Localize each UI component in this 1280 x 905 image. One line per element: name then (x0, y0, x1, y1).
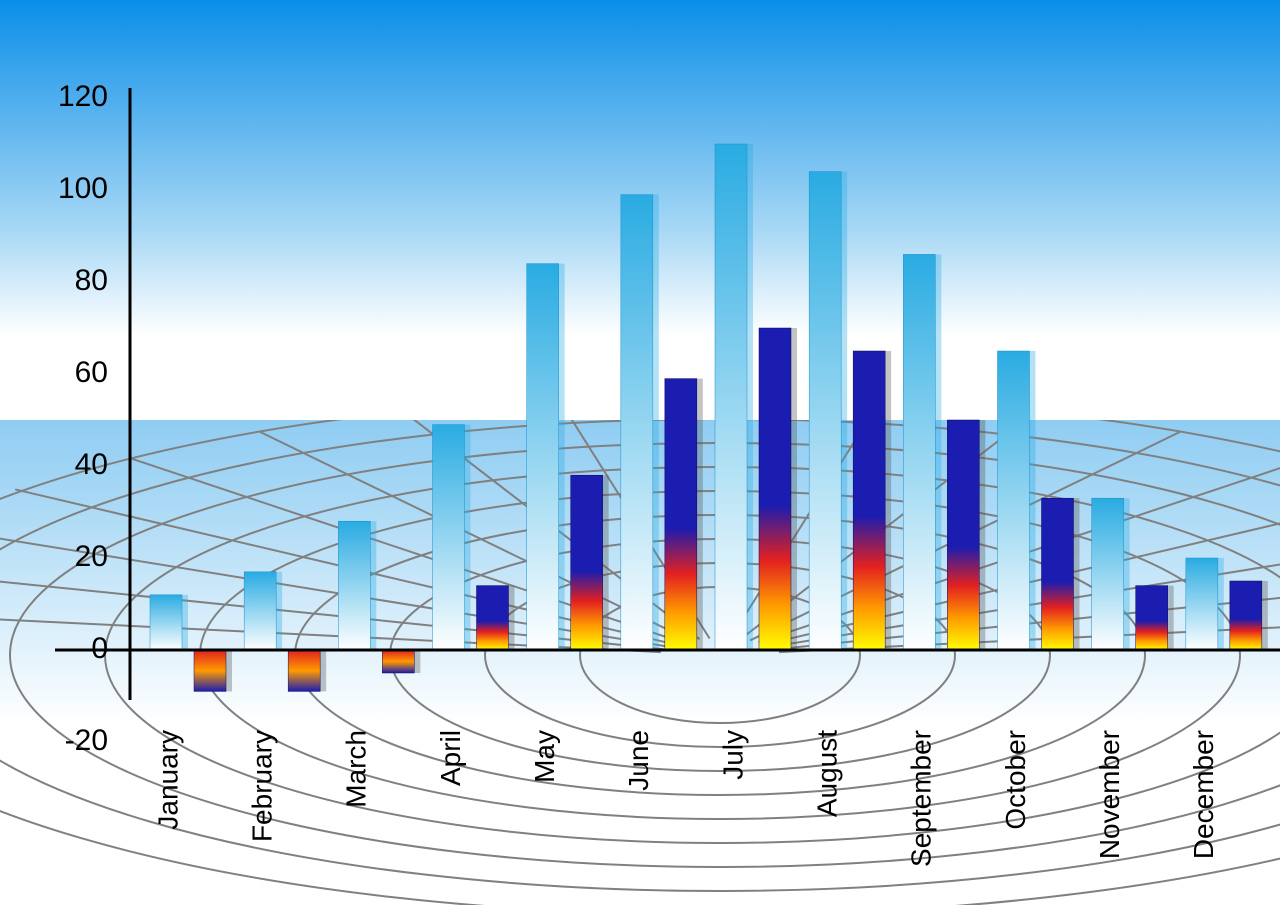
bar-series-a (150, 595, 182, 650)
bar-series-b (947, 420, 979, 650)
x-tick-label: December (1188, 730, 1219, 859)
monthly-bar-chart: -20 0 20 40 60 80 100 120 January February March A… (0, 0, 1280, 905)
y-tick-label: -20 (65, 724, 108, 757)
y-tick-label: 0 (91, 632, 108, 665)
bar-series-a (809, 172, 841, 650)
bar-series-a (621, 195, 653, 650)
bar-series-a (338, 521, 370, 650)
x-tick-label: May (529, 730, 560, 783)
bar-series-a (433, 425, 465, 650)
bar-series-b (1230, 581, 1262, 650)
bar-series-b (853, 351, 885, 650)
bar-series-b (571, 475, 603, 650)
y-tick-label: 80 (75, 264, 108, 297)
bar-series-a (1186, 558, 1218, 650)
y-tick-label: 20 (75, 540, 108, 573)
x-tick-label: March (341, 730, 372, 808)
bar-series-b (1136, 586, 1168, 650)
y-tick-label: 40 (75, 448, 108, 481)
bar-series-a (1092, 498, 1124, 650)
x-tick-label: July (717, 730, 748, 780)
bar-series-b (288, 650, 320, 691)
bar-series-b (665, 379, 697, 650)
chart-container: { "canvas": { "width": 1280, "height": 9… (0, 0, 1280, 905)
x-tick-label: November (1094, 730, 1125, 859)
bar-series-b (759, 328, 791, 650)
x-tick-label: April (435, 730, 466, 786)
x-tick-label: September (906, 730, 937, 867)
bar-series-b (194, 650, 226, 691)
bar-series-a (715, 144, 747, 650)
x-tick-label: June (623, 730, 654, 791)
bar-series-a (903, 254, 935, 650)
bar-series-a (998, 351, 1030, 650)
x-tick-label: October (1000, 730, 1031, 830)
x-tick-label: February (247, 730, 278, 842)
bar-series-b (477, 586, 509, 650)
bar-series-a (527, 264, 559, 650)
y-tick-label: 60 (75, 356, 108, 389)
y-tick-label: 120 (58, 80, 108, 113)
bar-series-b (1042, 498, 1074, 650)
x-tick-label: January (152, 730, 183, 830)
y-tick-label: 100 (58, 172, 108, 205)
bar-series-b (382, 650, 414, 673)
bar-series-a (244, 572, 276, 650)
x-tick-label: August (812, 730, 843, 817)
